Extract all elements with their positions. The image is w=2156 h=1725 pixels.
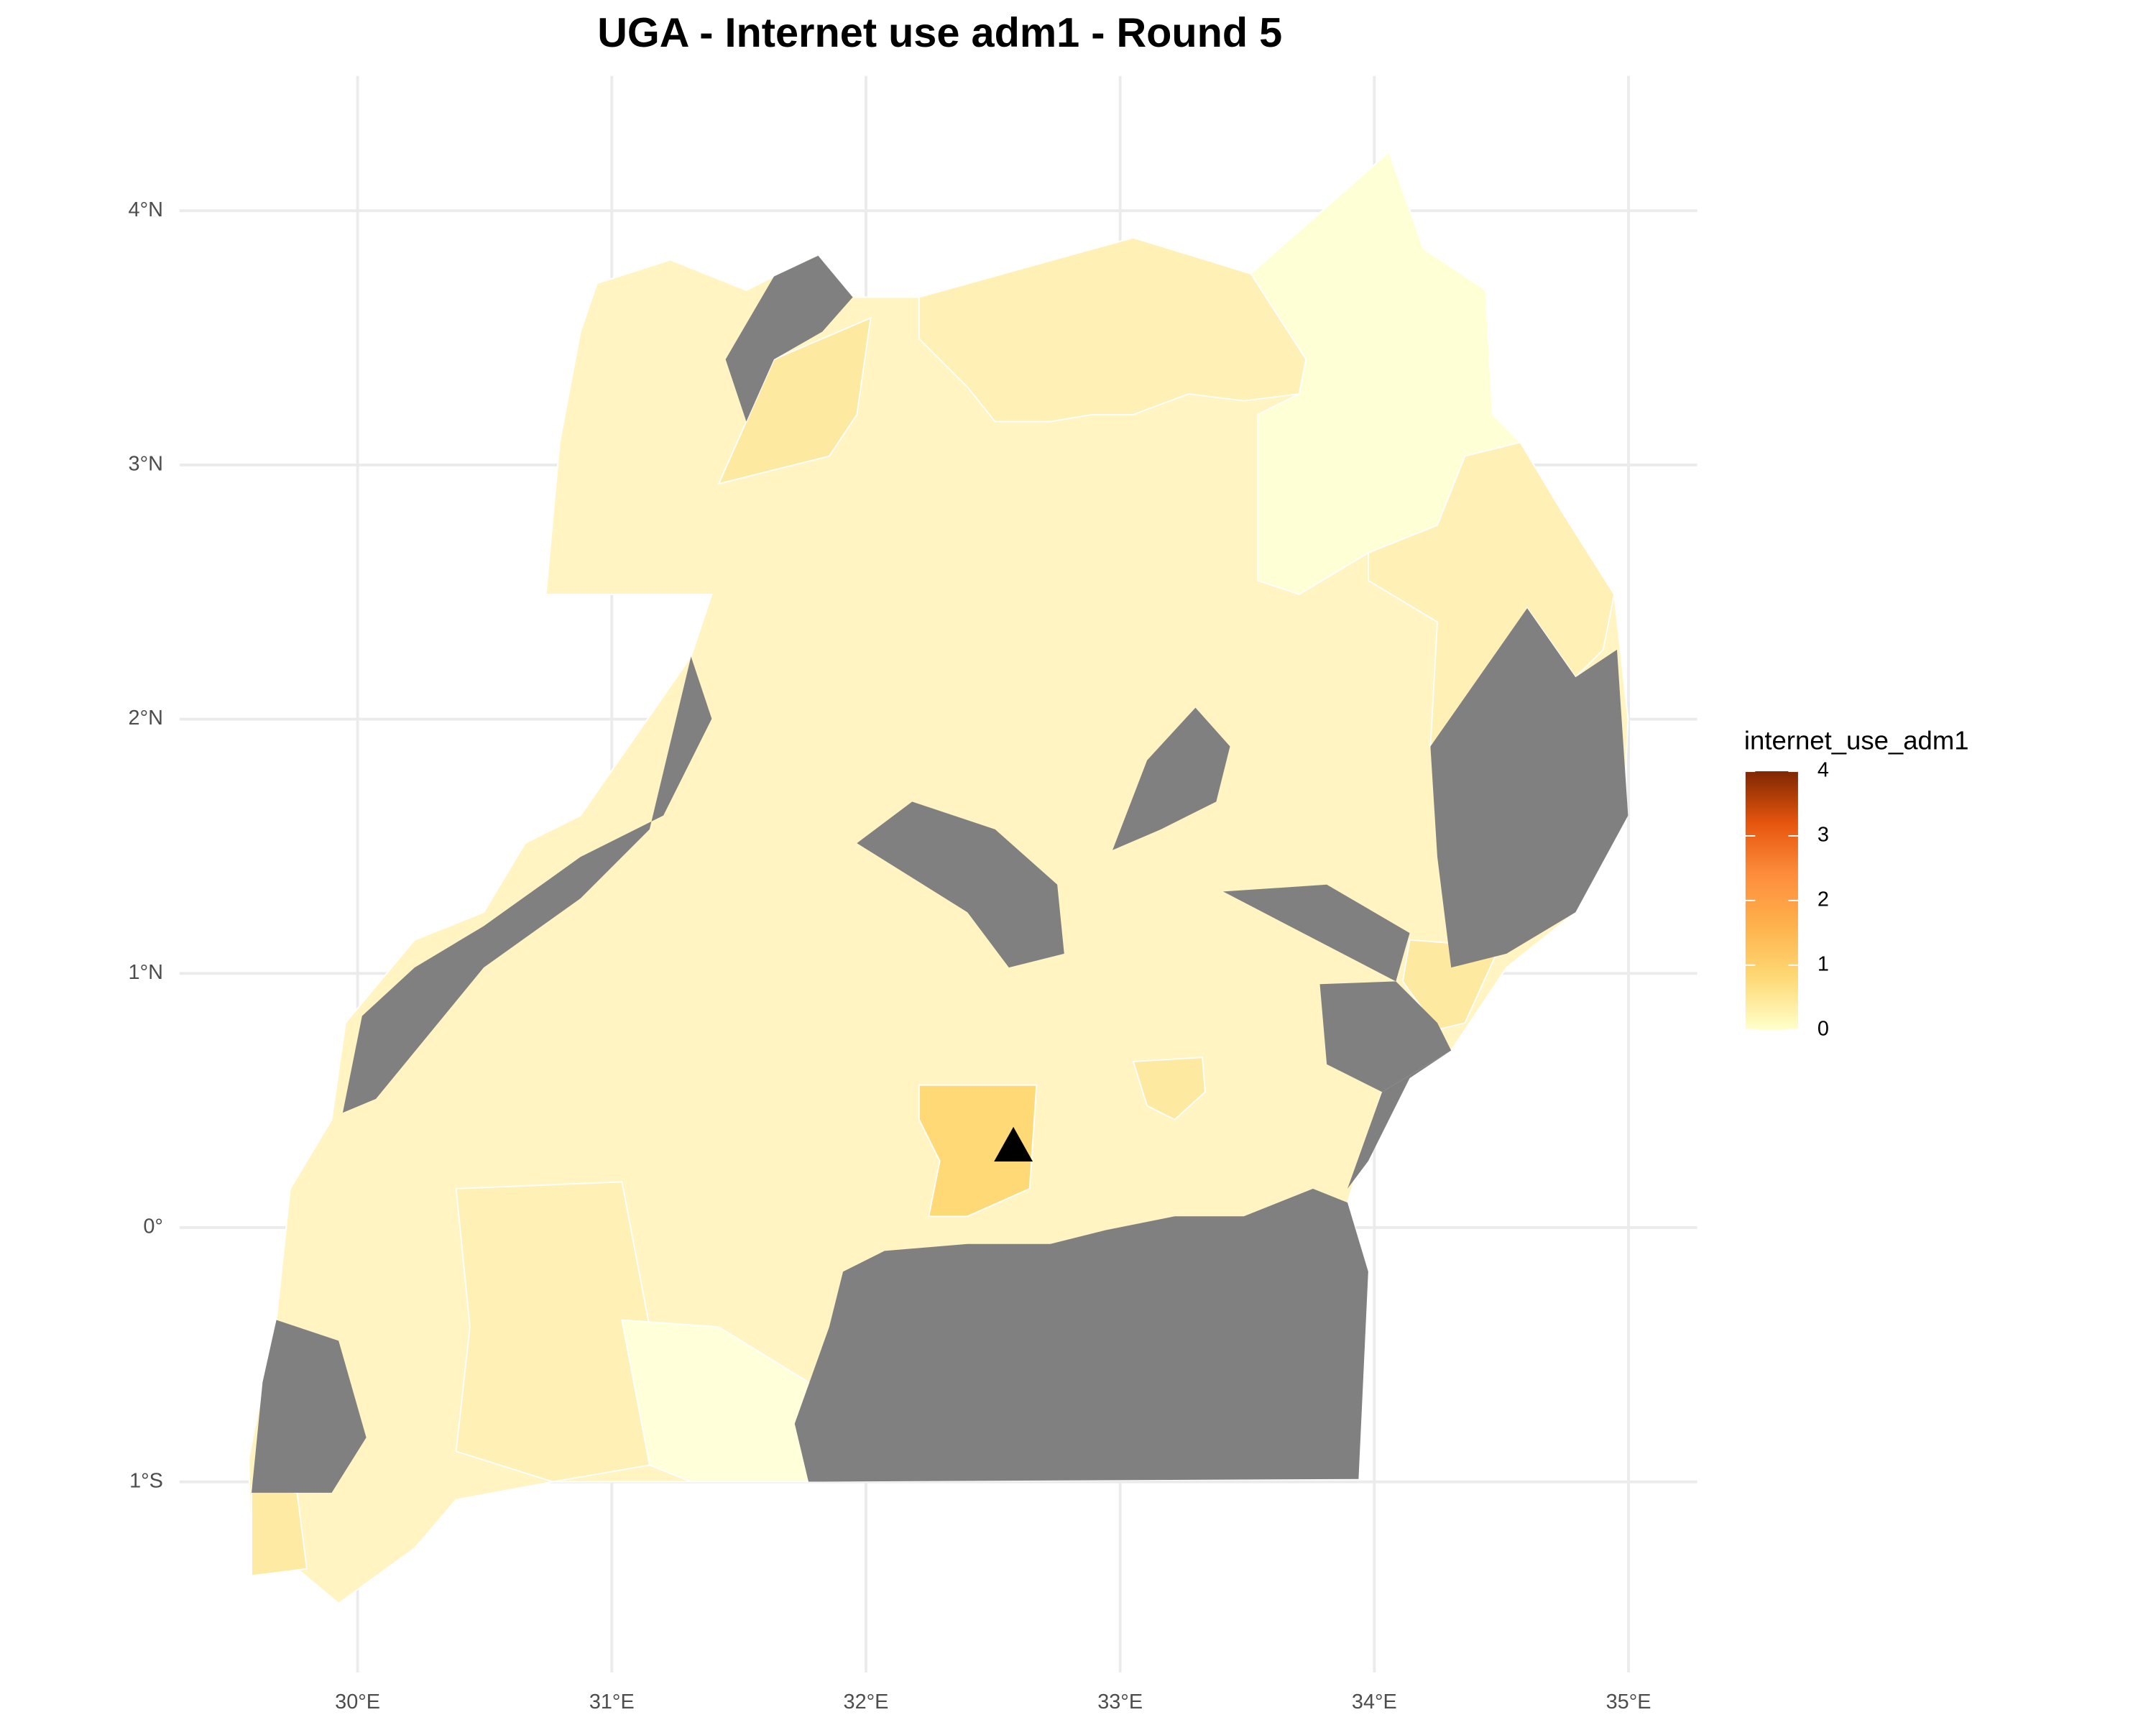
y-tick-label: 1°N: [129, 961, 163, 984]
x-tick-label: 33°E: [1097, 1690, 1143, 1714]
legend-tick-label: 1: [1818, 952, 1829, 975]
lake-kwania: [1112, 707, 1230, 850]
x-tick-label: 30°E: [335, 1690, 380, 1714]
chart-title: UGA - Internet use adm1 - Round 5: [597, 10, 1282, 56]
region: [251, 1485, 308, 1577]
y-tick-label: 4°N: [129, 198, 163, 221]
region: [1132, 1057, 1206, 1121]
location-marker: [994, 1126, 1033, 1162]
region: [455, 1181, 650, 1483]
legend-title: internet_use_adm1: [1744, 725, 1969, 755]
legend: internet_use_adm1 0 1 2 3 4: [1744, 725, 1969, 1040]
lake-edward: [252, 1320, 367, 1493]
no-data-areas: [252, 255, 1628, 1493]
x-tick-label: 32°E: [844, 1690, 889, 1714]
east-no-data: [1222, 884, 1452, 1092]
legend-tick-label: 4: [1818, 759, 1829, 782]
legend-tick-label: 0: [1818, 1017, 1829, 1040]
east-no-data: [1430, 608, 1628, 968]
y-tick-label: 3°N: [129, 453, 163, 476]
y-tick-label: 0°: [143, 1215, 163, 1238]
legend-tick-label: 2: [1818, 888, 1829, 911]
lake-albert: [342, 656, 712, 1113]
legend-tick-label: 3: [1818, 824, 1829, 847]
axes: 30°E 31°E 32°E 33°E 34°E 35°E 1°S 0° 1°N 2°N 3°N 4°…: [129, 198, 1651, 1714]
region: [918, 1084, 1038, 1218]
y-tick-label: 2°N: [129, 707, 163, 730]
x-tick-label: 34°E: [1352, 1690, 1397, 1714]
lake-kyoga: [857, 801, 1064, 968]
northwest-no-data: [725, 255, 853, 422]
x-tick-label: 35°E: [1606, 1690, 1651, 1714]
x-tick-label: 31°E: [589, 1690, 635, 1714]
y-tick-label: 1°S: [129, 1469, 163, 1492]
region: [717, 316, 872, 485]
region: [918, 236, 1307, 423]
lake-victoria: [794, 1188, 1368, 1482]
